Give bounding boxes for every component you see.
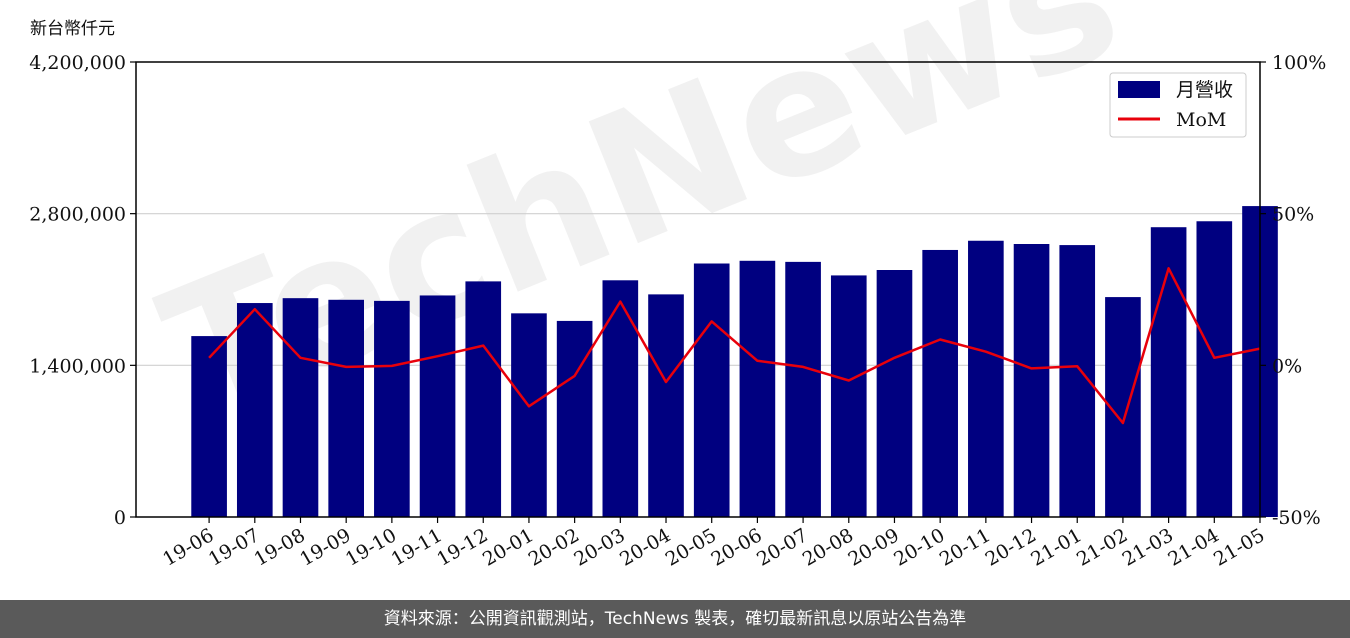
- x-tick-label-20-07: 20-07: [753, 524, 811, 570]
- right-tick-label: 100%: [1272, 52, 1326, 74]
- legend-swatch-bar: [1118, 81, 1160, 98]
- x-tick-label-19-06: 19-06: [159, 524, 217, 570]
- bar-19-10: [374, 300, 410, 517]
- left-tick-label: 1,400,000: [29, 355, 126, 377]
- y-axis-unit-label: 新台幣仟元: [30, 19, 115, 39]
- bar-series: [191, 206, 1278, 518]
- left-tick-label: 4,200,000: [29, 52, 126, 74]
- right-tick-label: -50%: [1272, 507, 1321, 529]
- bar-19-06: [191, 336, 227, 517]
- x-tick-label-20-08: 20-08: [799, 524, 857, 570]
- x-tick-label-20-09: 20-09: [845, 524, 903, 570]
- x-tick-label-20-12: 20-12: [982, 524, 1040, 570]
- bar-20-06: [739, 260, 776, 517]
- bar-19-08: [282, 298, 319, 517]
- plot-frame: [135, 61, 1261, 518]
- x-tick-label-21-05: 21-05: [1210, 524, 1268, 570]
- x-tick-label-19-07: 19-07: [205, 524, 263, 570]
- x-tick-label-19-11: 19-11: [388, 524, 446, 570]
- x-tick-label-19-12: 19-12: [433, 524, 491, 570]
- bar-21-03: [1150, 227, 1187, 518]
- bar-20-11: [968, 240, 1004, 517]
- x-tick-label-20-11: 20-11: [936, 524, 994, 570]
- bar-20-04: [648, 294, 684, 517]
- x-tick-label-20-06: 20-06: [707, 524, 765, 570]
- bar-20-09: [876, 270, 913, 517]
- bar-20-05: [693, 263, 730, 517]
- bar-20-07: [785, 261, 821, 517]
- mom-line: [208, 267, 1261, 425]
- x-tick-label-19-08: 19-08: [251, 524, 309, 570]
- left-tick-label: 0: [114, 507, 126, 529]
- bar-19-12: [465, 281, 502, 517]
- x-tick-label-20-10: 20-10: [890, 524, 948, 570]
- x-tick-label-20-02: 20-02: [525, 524, 583, 570]
- bar-20-08: [830, 275, 867, 517]
- bar-20-10: [922, 249, 958, 518]
- source-footer: 資料來源：公開資訊觀測站，TechNews 製表，確切最新訊息以原站公告為準: [0, 600, 1350, 638]
- x-tick-label-20-05: 20-05: [662, 524, 720, 570]
- bar-21-04: [1196, 221, 1233, 517]
- bar-20-02: [556, 320, 593, 517]
- x-tick-label-21-03: 21-03: [1119, 524, 1177, 570]
- bar-19-11: [419, 295, 456, 517]
- legend: 月營收 MoM: [1109, 72, 1247, 138]
- legend-label-revenue: 月營收: [1176, 79, 1233, 101]
- bar-20-01: [511, 313, 547, 517]
- bar-20-03: [602, 280, 639, 517]
- x-tick-label-20-03: 20-03: [570, 524, 628, 570]
- x-tick-label-21-02: 21-02: [1073, 524, 1131, 570]
- revenue-chart: TechNews 01,400,0002,800,0004,200,000-50…: [29, 0, 1326, 571]
- right-tick-label: 0%: [1272, 355, 1302, 377]
- x-tick-label-21-01: 21-01: [1027, 524, 1085, 570]
- x-tick-label-21-04: 21-04: [1164, 524, 1222, 570]
- legend-label-mom: MoM: [1176, 109, 1226, 131]
- x-tick-label-20-04: 20-04: [616, 524, 674, 570]
- bar-19-07: [236, 303, 273, 517]
- bar-20-12: [1013, 244, 1050, 517]
- bar-19-09: [328, 299, 364, 517]
- right-tick-label: 50%: [1272, 204, 1314, 226]
- left-tick-label: 2,800,000: [29, 204, 126, 226]
- x-tick-label-19-10: 19-10: [342, 524, 400, 570]
- x-tick-label-19-09: 19-09: [296, 524, 354, 570]
- x-tick-label-20-01: 20-01: [479, 524, 537, 570]
